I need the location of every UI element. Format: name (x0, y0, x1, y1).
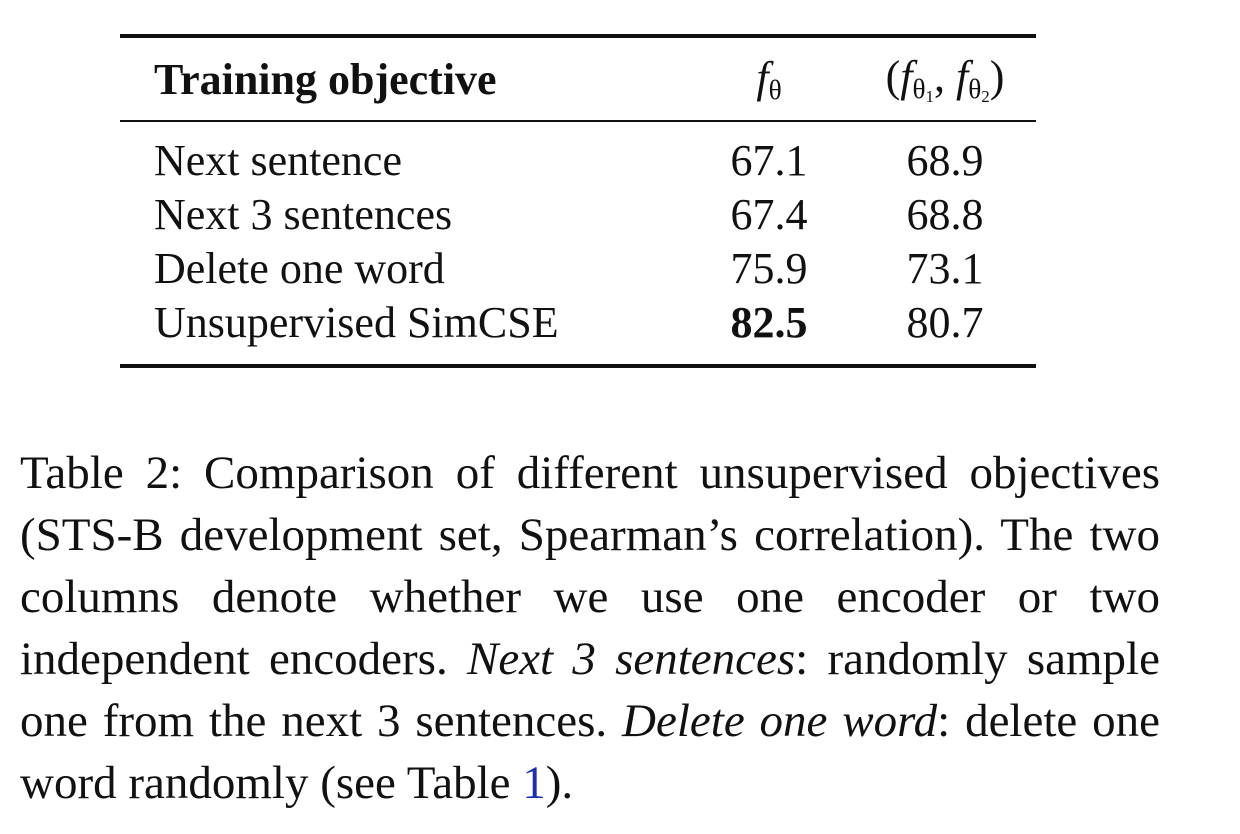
table-row: Unsupervised SimCSE 82.5 80.7 (120, 296, 1036, 350)
row-pair-value: 68.8 (906, 190, 984, 239)
table-row: Next sentence 67.1 68.9 (120, 134, 1036, 188)
caption-lead: Table 2: Comparison of different unsuper… (20, 447, 1160, 685)
table-header-row: Training objective fθ (fθ1, fθ2) (120, 38, 1036, 120)
caption-term-next-3: Next 3 sentences (466, 633, 796, 685)
row-pair-value: 80.7 (906, 298, 984, 347)
table-mid-rule (120, 120, 1036, 122)
row-pair-value: 68.9 (906, 136, 984, 185)
row-single-value: 67.4 (730, 190, 808, 239)
table-reference-link[interactable]: 1 (522, 757, 546, 809)
header-single-encoder: fθ (756, 53, 782, 105)
table-row: Delete one word 75.9 73.1 (120, 242, 1036, 296)
row-single-value: 67.1 (730, 136, 808, 185)
table-row: Next 3 sentences 67.4 68.8 (120, 188, 1036, 242)
header-training-objective: Training objective (154, 54, 497, 104)
table-top-rule (120, 34, 1036, 38)
row-single-value: 75.9 (730, 244, 808, 293)
table-caption: Table 2: Comparison of different unsuper… (20, 442, 1160, 814)
row-objective: Delete one word (154, 244, 445, 293)
row-single-value-best: 82.5 (730, 298, 808, 347)
row-objective: Unsupervised SimCSE (154, 298, 559, 347)
row-pair-value: 73.1 (906, 244, 984, 293)
header-two-encoders: (fθ1, fθ2) (885, 51, 1005, 107)
caption-text-delete: : delete one word randomly (see Table (20, 695, 1160, 809)
caption-text-next-3: : randomly sample one from the next 3 se… (20, 633, 1160, 747)
row-objective: Next 3 sentences (154, 190, 453, 239)
results-table: Training objective fθ (fθ1, fθ2) Next se… (120, 34, 1036, 368)
table-bottom-rule (120, 364, 1036, 368)
caption-term-delete-one-word: Delete one word (622, 695, 938, 747)
row-objective: Next sentence (154, 136, 402, 185)
caption-tail: ). (545, 757, 574, 809)
